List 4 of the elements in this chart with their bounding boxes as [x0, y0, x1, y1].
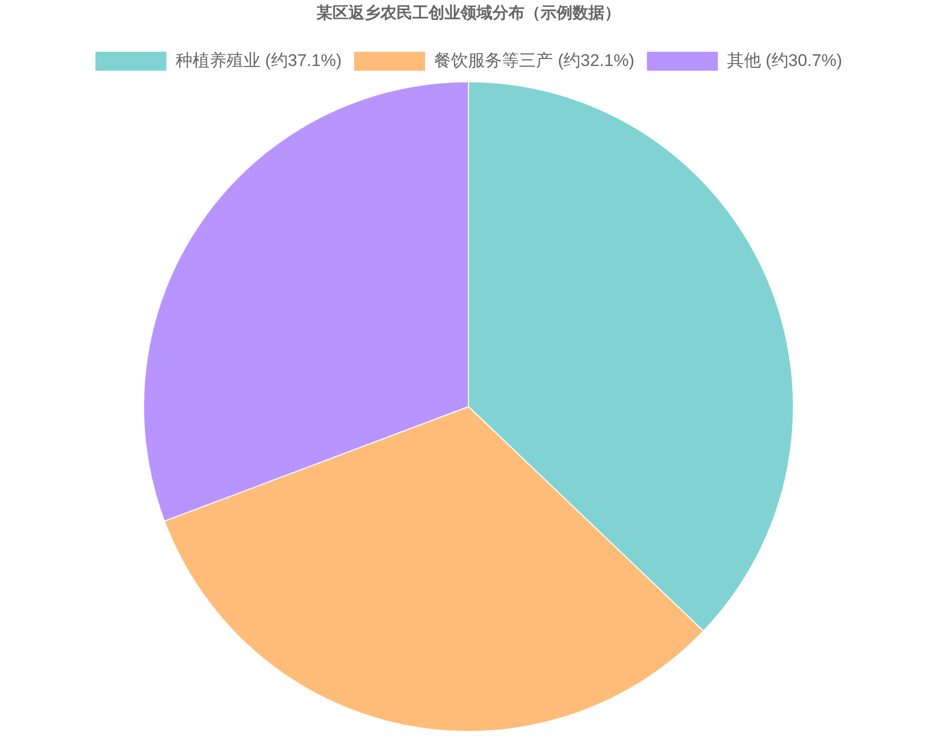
legend-label: 种植养殖业 (约37.1%): [175, 50, 342, 70]
legend-label: 其他 (约30.7%): [726, 50, 842, 70]
chart-title: 某区返乡农民工创业领域分布（示例数据）: [316, 4, 620, 22]
legend-label: 餐饮服务等三产 (约32.1%): [434, 50, 634, 70]
